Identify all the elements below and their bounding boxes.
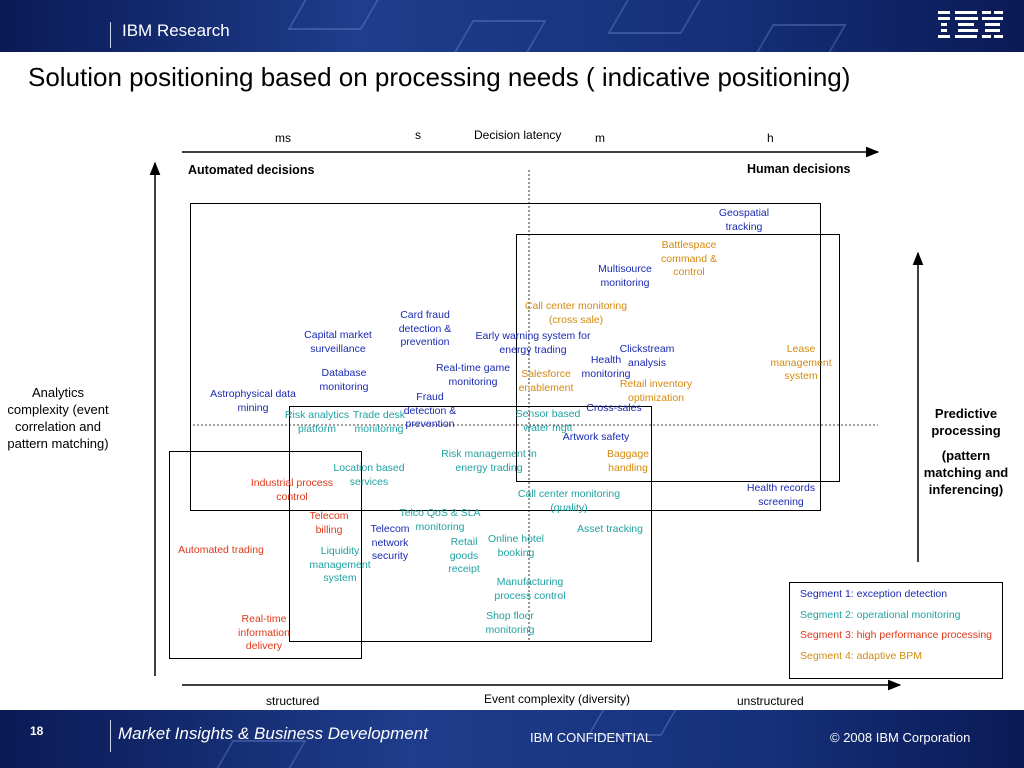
item-retail-inventory: Retail inventory optimization xyxy=(619,378,693,404)
latency-tick-m: m xyxy=(595,131,605,145)
item-location-based: Location based services xyxy=(333,462,405,488)
item-health-monitoring: Health monitoring xyxy=(581,354,631,380)
legend-segment-1: Segment 1: exception detection xyxy=(800,588,948,600)
automated-decisions-label: Automated decisions xyxy=(188,163,315,177)
hexagon-decoration xyxy=(207,740,307,768)
item-sensor-water: Sensor based water mgtt xyxy=(515,408,581,434)
page-title: Solution positioning based on processing… xyxy=(28,62,851,92)
ibm-logo-icon xyxy=(938,11,1003,38)
header-divider xyxy=(110,22,111,48)
item-online-hotel: Online hotel booking xyxy=(487,533,545,559)
item-astrophysical: Astrophysical data mining xyxy=(210,388,296,414)
item-telecom-billing: Telecom billing xyxy=(309,510,349,536)
segment-2-box xyxy=(289,406,652,642)
item-card-fraud: Card fraud detection & prevention xyxy=(398,309,452,348)
item-baggage-handling: Baggage handling xyxy=(606,448,650,474)
item-health-records: Health records screening xyxy=(746,482,816,508)
item-call-center-cross-sale: Call center monitoring (cross sale) xyxy=(524,300,628,326)
item-liquidity: Liquidity management system xyxy=(309,545,371,584)
copyright: © 2008 IBM Corporation xyxy=(830,730,971,745)
unstructured-label: unstructured xyxy=(737,694,804,708)
item-artwork-safety: Artwork safety xyxy=(562,431,630,443)
pattern-matching-label: (pattern matching and inferencing) xyxy=(923,448,1009,497)
item-shop-floor: Shop floor monitoring xyxy=(485,610,535,636)
item-geospatial-tracking: Geospatial tracking xyxy=(718,207,770,233)
predictive-processing-label: Predictive processing xyxy=(931,406,1001,438)
segment-3-box xyxy=(169,451,362,659)
item-telco-qos: Telco QoS & SLA monitoring xyxy=(399,507,481,533)
footer-bar: 18 Market Insights & Business Developmen… xyxy=(0,710,1024,768)
latency-tick-h: h xyxy=(767,131,774,145)
item-battlespace: Battlespace command & control xyxy=(660,239,718,278)
item-early-warning: Early warning system for energy trading xyxy=(475,330,591,356)
item-risk-management-energy: Risk management in energy trading xyxy=(441,448,537,474)
item-call-center-quality: Call center monitoring (quality) xyxy=(517,488,621,514)
item-cross-sales: Cross-sales xyxy=(586,402,642,414)
business-unit: Market Insights & Business Development xyxy=(118,724,428,743)
confidential-label: IBM CONFIDENTIAL xyxy=(530,730,653,745)
item-salesforce: Salesforce enablement xyxy=(518,368,574,394)
page-number: 18 xyxy=(30,724,44,738)
item-fraud-detection: Fraud detection & prevention xyxy=(403,391,457,430)
item-lease-management: Lease management system xyxy=(770,343,832,382)
item-multisource-monitoring: Multisource monitoring xyxy=(598,263,652,289)
item-trade-desk: Trade desk monitoring xyxy=(352,409,406,435)
latency-tick-s: s xyxy=(415,128,421,142)
segment-legend: Segment 1: exception detection Segment 2… xyxy=(789,582,1003,679)
event-complexity-label: Event complexity (diversity) xyxy=(484,692,631,706)
item-capital-market: Capital market surveillance xyxy=(304,329,372,355)
item-telecom-network: Telecom network security xyxy=(370,523,410,562)
legend-segment-3: Segment 3: high performance processing xyxy=(800,629,993,641)
brand-name: IBM Research xyxy=(122,21,230,40)
item-real-time-info: Real-time information delivery xyxy=(238,613,290,652)
item-retail-goods: Retail goods receipt xyxy=(448,536,480,575)
item-industrial-process: Industrial process control xyxy=(250,477,334,503)
segment-4-box xyxy=(516,234,840,482)
latency-tick-ms: ms xyxy=(275,131,291,145)
item-asset-tracking: Asset tracking xyxy=(577,523,643,535)
item-risk-analytics: Risk analytics platform xyxy=(284,409,350,435)
segment-1-box xyxy=(190,203,821,511)
footer-divider xyxy=(110,720,111,752)
item-real-time-game: Real-time game monitoring xyxy=(435,362,511,388)
human-decisions-label: Human decisions xyxy=(747,162,851,176)
header-bar: IBM Research xyxy=(0,0,1024,52)
item-automated-trading: Automated trading xyxy=(178,544,264,556)
analytics-complexity-label: Analytics complexity (event correlation … xyxy=(7,385,109,451)
legend-segment-4: Segment 4: adaptive BPM xyxy=(800,649,922,662)
item-clickstream: Clickstream analysis xyxy=(619,343,675,369)
item-manufacturing: Manufacturing process control xyxy=(494,576,566,602)
item-database-monitoring: Database monitoring xyxy=(319,367,369,393)
latency-axis-label: Decision latency xyxy=(474,128,562,142)
structured-label: structured xyxy=(266,694,320,708)
legend-segment-2: Segment 2: operational monitoring xyxy=(800,608,961,621)
